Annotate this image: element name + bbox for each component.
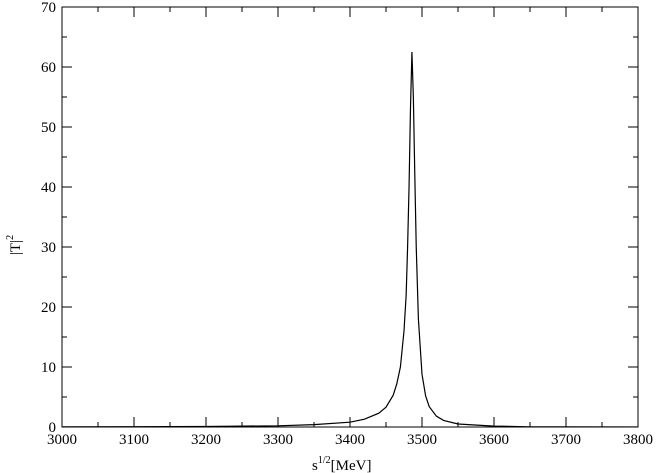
- x-tick-label: 3400: [335, 432, 365, 448]
- x-tick-label: 3000: [47, 432, 77, 448]
- x-axis-title: s1/2[MeV]: [312, 455, 371, 473]
- tick-marks: [61, 6, 639, 428]
- y-tick-label: 20: [41, 300, 56, 316]
- x-tick-label: 3600: [479, 432, 509, 448]
- y-axis-title: |T|2: [5, 235, 24, 255]
- y-tick-label: 50: [41, 120, 56, 136]
- y-tick-label: 60: [41, 60, 56, 76]
- y-tick-label: 30: [41, 240, 56, 256]
- y-tick-labels: 0 10 20 30 40 50 60 70: [41, 0, 56, 436]
- y-axis-title-base: |T|: [8, 240, 24, 255]
- series-line: [61, 51, 639, 428]
- x-axis-title-rest: [MeV]: [331, 458, 372, 473]
- y-tick-label: 0: [49, 420, 57, 436]
- x-tick-label: 3500: [407, 432, 437, 448]
- x-axis-title-sup: 1/2: [318, 455, 331, 466]
- y-axis-title-sup: 2: [5, 235, 16, 240]
- y-tick-label: 40: [41, 180, 56, 196]
- x-tick-label: 3200: [191, 432, 221, 448]
- x-axis-title-base: s: [312, 458, 318, 473]
- x-tick-label: 3300: [263, 432, 293, 448]
- plot-frame: [61, 6, 639, 428]
- y-tick-label: 70: [41, 0, 56, 16]
- y-tick-label: 10: [41, 360, 56, 376]
- x-tick-labels: 3000 3100 3200 3300 3400 3500 3600 3700 3800: [47, 432, 653, 448]
- x-tick-label: 3100: [119, 432, 149, 448]
- x-tick-label: 3800: [623, 432, 653, 448]
- x-tick-label: 3700: [551, 432, 581, 448]
